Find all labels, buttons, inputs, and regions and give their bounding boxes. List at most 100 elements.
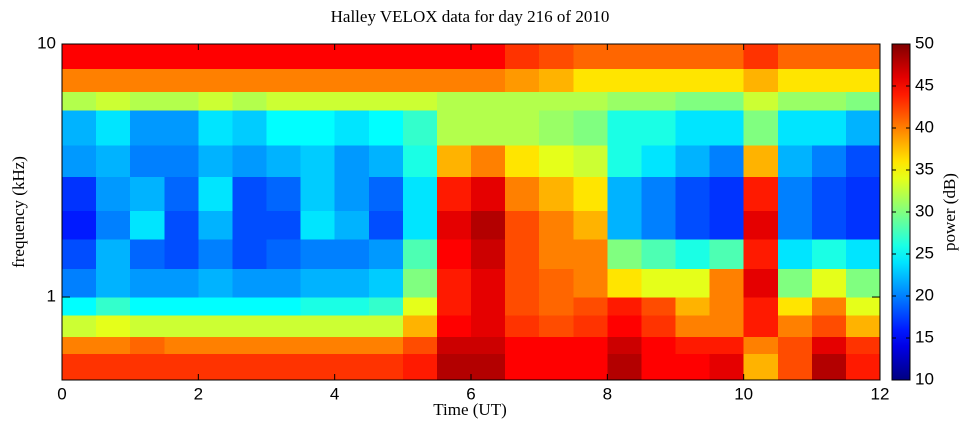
heatmap-cell (198, 336, 234, 354)
heatmap-cell (164, 176, 199, 211)
heatmap-cell (675, 176, 711, 211)
heatmap-cell (300, 44, 336, 70)
heatmap-cell (334, 109, 370, 146)
heatmap-cell (675, 68, 711, 92)
heatmap-cell (164, 297, 199, 316)
heatmap-cell (368, 238, 404, 269)
heatmap-cell (777, 210, 813, 240)
heatmap-cell (573, 68, 608, 92)
heatmap-cell (811, 91, 847, 111)
heatmap-cell (845, 109, 881, 146)
heatmap-cell (198, 268, 234, 298)
colorbar-tick-label: 25 (915, 243, 934, 262)
heatmap-cell (232, 210, 268, 240)
heatmap-cell (471, 176, 506, 211)
heatmap-cell (607, 210, 643, 240)
heatmap-cell (505, 210, 540, 240)
heatmap-cell (232, 336, 268, 354)
heatmap-cell (368, 353, 404, 381)
heatmap-cell (675, 353, 711, 381)
heatmap-cell (300, 353, 336, 381)
heatmap-cell (266, 297, 302, 316)
heatmap-cell (436, 268, 472, 298)
heatmap-cell (573, 91, 608, 111)
heatmap-cell (62, 353, 97, 381)
heatmap-cell (505, 91, 540, 111)
heatmap-cell (164, 268, 199, 298)
heatmap-cell (300, 268, 336, 298)
heatmap-cell (539, 353, 574, 381)
heatmap-cell (300, 314, 336, 337)
heatmap-cell (641, 144, 677, 177)
heatmap-cell (641, 314, 677, 337)
heatmap-cell (368, 210, 404, 240)
heatmap-cell (811, 176, 847, 211)
heatmap-cell (62, 176, 97, 211)
heatmap-cell (607, 68, 643, 92)
heatmap-cell (266, 210, 302, 240)
heatmap-cell (368, 91, 404, 111)
heatmap-cell (232, 314, 268, 337)
x-tick-label: 4 (330, 384, 339, 403)
heatmap-cell (266, 109, 302, 146)
heatmap-cell (436, 297, 472, 316)
heatmap-cell (96, 109, 131, 146)
heatmap-cell (641, 68, 677, 92)
heatmap-cell (641, 91, 677, 111)
heatmap-cell (505, 238, 540, 269)
heatmap-cell (811, 314, 847, 337)
heatmap-cell (368, 68, 404, 92)
heatmap-cell (334, 268, 370, 298)
colorbar-tick-label: 10 (915, 369, 934, 388)
heatmap-cell (232, 268, 268, 298)
x-tick-label: 6 (466, 384, 475, 403)
x-tick-label: 2 (194, 384, 203, 403)
heatmap-cell (334, 353, 370, 381)
heatmap-cell (607, 314, 643, 337)
heatmap-cell (130, 44, 165, 70)
heatmap-cell (96, 176, 131, 211)
heatmap-cell (300, 144, 336, 177)
heatmap-cell (607, 336, 643, 354)
heatmap-cell (334, 144, 370, 177)
heatmap-cell (539, 210, 574, 240)
heatmap-cell (777, 336, 813, 354)
heatmap-cell (743, 353, 779, 381)
heatmap-cell (130, 297, 165, 316)
heatmap-cell (777, 353, 813, 381)
heatmap-cell (334, 68, 370, 92)
heatmap-cell (334, 314, 370, 337)
heatmap-cell (573, 176, 608, 211)
heatmap-cell (743, 238, 779, 269)
heatmap-cell (96, 314, 131, 337)
heatmap-cell (709, 144, 745, 177)
heatmap-cell (505, 268, 540, 298)
heatmap-cell (96, 44, 131, 70)
heatmap-cell (811, 44, 847, 70)
heatmap-cell (709, 297, 745, 316)
heatmap-cell (198, 109, 234, 146)
heatmap-cell (573, 268, 608, 298)
colorbar-tick-label: 35 (915, 159, 934, 178)
heatmap-cell (743, 91, 779, 111)
heatmap-cell (198, 314, 234, 337)
heatmap-cell (573, 353, 608, 381)
heatmap-cell (607, 353, 643, 381)
heatmap-cell (607, 109, 643, 146)
heatmap-cell (300, 238, 336, 269)
heatmap-cell (505, 353, 540, 381)
heatmap-cell (96, 91, 131, 111)
heatmap-cell (607, 238, 643, 269)
heatmap-cell (743, 44, 779, 70)
heatmap-cell (641, 353, 677, 381)
heatmap-cell (164, 44, 199, 70)
heatmap-cell (300, 297, 336, 316)
heatmap-cell (845, 353, 881, 381)
heatmap-cell (641, 336, 677, 354)
heatmap-cell (777, 144, 813, 177)
heatmap-cell (641, 268, 677, 298)
heatmap-cell (334, 336, 370, 354)
heatmap-cell (471, 238, 506, 269)
heatmap-cell (402, 176, 438, 211)
heatmap-cell (266, 44, 302, 70)
